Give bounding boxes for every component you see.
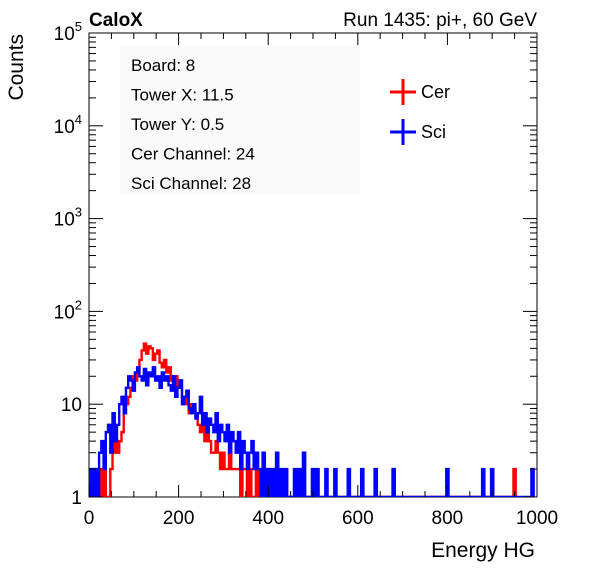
x-tick-label: 400 xyxy=(252,508,284,529)
series-line-sci xyxy=(89,366,535,497)
legend-entry-sci: Sci xyxy=(390,119,446,145)
x-tick-label: 200 xyxy=(163,508,195,529)
info-line: Tower Y: 0.5 xyxy=(131,115,224,134)
x-tick-label: 0 xyxy=(84,508,95,529)
y-tick-label: 10 xyxy=(61,395,82,416)
y-axis-label: Counts xyxy=(5,34,28,101)
info-box xyxy=(120,45,360,195)
y-tick-label: 103 xyxy=(54,205,82,231)
y-tick-label: 104 xyxy=(54,112,82,138)
info-line: Sci Channel: 28 xyxy=(131,174,251,193)
run-label: Run 1435: pi+, 60 GeV xyxy=(343,10,537,31)
legend-label: Sci xyxy=(421,122,446,142)
y-tick-label: 105 xyxy=(54,19,82,45)
legend-label: Cer xyxy=(421,82,450,102)
x-tick-label: 1000 xyxy=(516,508,558,529)
info-line: Tower X: 11.5 xyxy=(131,86,234,105)
brand-label: CaloX xyxy=(89,10,143,31)
series-line-cer xyxy=(90,342,517,497)
y-tick-label: 102 xyxy=(54,297,82,323)
x-tick-label: 600 xyxy=(342,508,374,529)
y-tick-label: 1 xyxy=(71,488,82,509)
x-tick-label: 800 xyxy=(432,508,464,529)
info-line: Cer Channel: 24 xyxy=(131,145,255,164)
legend-entry-cer: Cer xyxy=(390,79,450,105)
info-line: Board: 8 xyxy=(131,56,195,75)
x-axis-label: Energy HG xyxy=(431,539,535,562)
